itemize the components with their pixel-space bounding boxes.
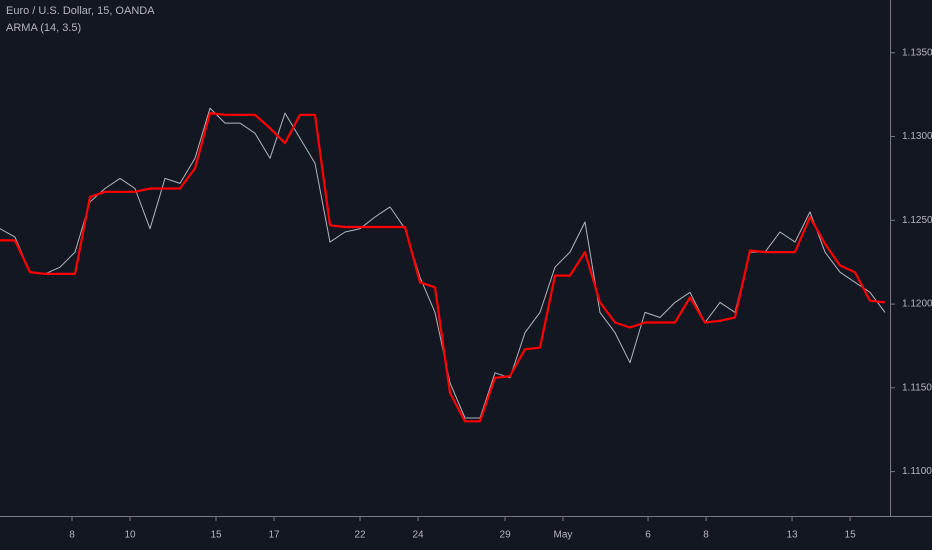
x-tick-label: 29 bbox=[500, 530, 512, 541]
x-tick-label: 24 bbox=[413, 530, 425, 541]
x-tick-label: 10 bbox=[124, 530, 136, 541]
x-tick-label: 8 bbox=[703, 530, 709, 541]
x-tick-label: 15 bbox=[210, 530, 222, 541]
chart-title: Euro / U.S. Dollar, 15, OANDA bbox=[6, 5, 155, 17]
arma-line bbox=[0, 112, 886, 423]
x-tick-label: 6 bbox=[645, 530, 651, 541]
x-tick-label: 22 bbox=[354, 530, 366, 541]
y-tick-label: 1.13500 bbox=[902, 47, 932, 58]
y-tick-label: 1.11000 bbox=[902, 466, 932, 477]
x-tick-label: May bbox=[554, 530, 573, 541]
x-tick-label: 17 bbox=[269, 530, 281, 541]
x-tick-label: 8 bbox=[69, 530, 75, 541]
y-tick-label: 1.11500 bbox=[902, 382, 932, 393]
x-tick-label: 13 bbox=[786, 530, 798, 541]
y-tick-label: 1.12000 bbox=[902, 299, 932, 310]
indicator-label: ARMA (14, 3.5) bbox=[6, 22, 81, 34]
x-tick-label: 15 bbox=[845, 530, 857, 541]
y-tick-label: 1.13000 bbox=[902, 131, 932, 142]
y-tick-label: 1.12500 bbox=[902, 215, 932, 226]
